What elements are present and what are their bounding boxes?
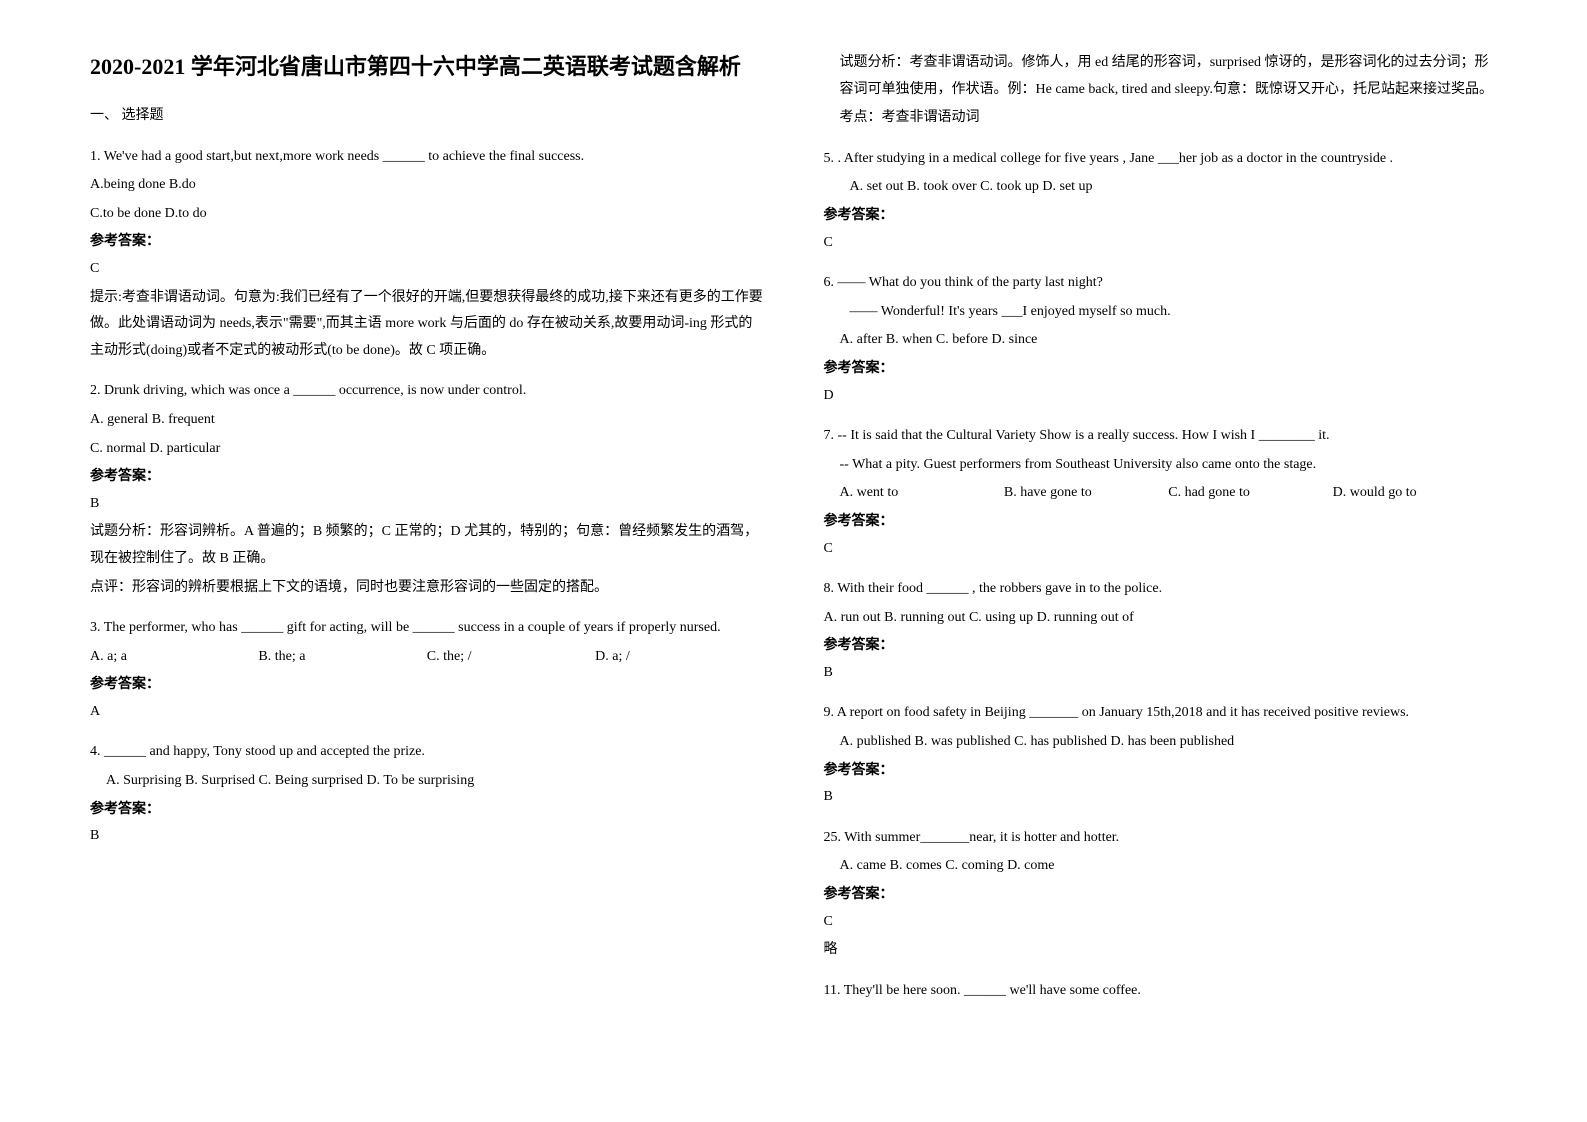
answer-label: 参考答案： <box>824 509 1498 536</box>
question-10: 25. With summer_______near, it is hotter… <box>824 825 1498 964</box>
option-b: B. the; a <box>258 644 426 671</box>
answer-key: B <box>824 660 1498 687</box>
question-11: 11. They'll be here soon. ______ we'll h… <box>824 978 1498 1005</box>
right-column: 试题分析：考查非谓语动词。修饰人，用 ed 结尾的形容词，surprised 惊… <box>794 50 1528 1072</box>
question-4: 4. ______ and happy, Tony stood up and a… <box>90 739 764 849</box>
question-1: 1. We've had a good start,but next,more … <box>90 144 764 365</box>
option-b: B. have gone to <box>1004 480 1168 507</box>
question-4-continued: 试题分析：考查非谓语动词。修饰人，用 ed 结尾的形容词，surprised 惊… <box>824 50 1498 132</box>
left-column: 2020-2021 学年河北省唐山市第四十六中学高二英语联考试题含解析 一、 选… <box>60 50 794 1072</box>
answer-label: 参考答案： <box>824 633 1498 660</box>
question-stem: 25. With summer_______near, it is hotter… <box>824 825 1498 852</box>
option-a: A. went to <box>840 480 1004 507</box>
answer-label: 参考答案： <box>824 758 1498 785</box>
explanation: 试题分析：形容词辨析。A 普遍的；B 频繁的；C 正常的；D 尤其的，特别的；句… <box>90 519 764 572</box>
option-c: C. had gone to <box>1168 480 1332 507</box>
option-c: C. the; / <box>427 644 595 671</box>
question-stem: 5. . After studying in a medical college… <box>824 146 1498 173</box>
question-options: A. came B. comes C. coming D. come <box>824 853 1498 880</box>
question-stem: 1. We've had a good start,but next,more … <box>90 144 764 171</box>
answer-label: 参考答案： <box>90 797 764 824</box>
question-8: 8. With their food ______ , the robbers … <box>824 576 1498 686</box>
question-stem: 11. They'll be here soon. ______ we'll h… <box>824 978 1498 1005</box>
answer-key: C <box>824 536 1498 563</box>
question-options: A. run out B. running out C. using up D.… <box>824 605 1498 632</box>
question-stem: 4. ______ and happy, Tony stood up and a… <box>90 739 764 766</box>
question-options: A. set out B. took over C. took up D. se… <box>824 174 1498 201</box>
question-5: 5. . After studying in a medical college… <box>824 146 1498 256</box>
question-stem: 3. The performer, who has ______ gift fo… <box>90 615 764 642</box>
question-options: A. a; a B. the; a C. the; / D. a; / <box>90 644 764 671</box>
answer-key: C <box>90 256 764 283</box>
answer-label: 参考答案： <box>90 229 764 256</box>
answer-label: 参考答案： <box>90 464 764 491</box>
answer-key: B <box>824 784 1498 811</box>
question-3: 3. The performer, who has ______ gift fo… <box>90 615 764 725</box>
question-options: A. general B. frequent <box>90 407 764 434</box>
question-stem: 6. —— What do you think of the party las… <box>824 270 1498 297</box>
question-options: A. Surprising B. Surprised C. Being surp… <box>90 768 764 795</box>
answer-key: B <box>90 491 764 518</box>
explanation: 考点：考查非谓语动词 <box>824 105 1498 132</box>
question-stem: -- What a pity. Guest performers from So… <box>824 452 1498 479</box>
question-stem: —— Wonderful! It's years ___I enjoyed my… <box>824 299 1498 326</box>
option-d: D. would go to <box>1333 480 1497 507</box>
answer-key: D <box>824 383 1498 410</box>
question-stem: 2. Drunk driving, which was once a _____… <box>90 378 764 405</box>
question-options: A.being done B.do <box>90 172 764 199</box>
explanation: 提示:考查非谓语动词。句意为:我们已经有了一个很好的开端,但要想获得最终的成功,… <box>90 285 764 365</box>
answer-label: 参考答案： <box>90 672 764 699</box>
document-title: 2020-2021 学年河北省唐山市第四十六中学高二英语联考试题含解析 <box>90 50 764 83</box>
question-options: A. went to B. have gone to C. had gone t… <box>824 480 1498 507</box>
question-2: 2. Drunk driving, which was once a _____… <box>90 378 764 601</box>
option-a: A. a; a <box>90 644 258 671</box>
question-7: 7. -- It is said that the Cultural Varie… <box>824 423 1498 562</box>
question-options: C. normal D. particular <box>90 436 764 463</box>
explanation: 略 <box>824 937 1498 964</box>
question-stem: 9. A report on food safety in Beijing __… <box>824 700 1498 727</box>
answer-key: C <box>824 909 1498 936</box>
answer-label: 参考答案： <box>824 203 1498 230</box>
question-9: 9. A report on food safety in Beijing __… <box>824 700 1498 810</box>
answer-key: B <box>90 823 764 850</box>
answer-key: C <box>824 230 1498 257</box>
question-options: A. published B. was published C. has pub… <box>824 729 1498 756</box>
question-options: C.to be done D.to do <box>90 201 764 228</box>
question-options: A. after B. when C. before D. since <box>824 327 1498 354</box>
question-6: 6. —— What do you think of the party las… <box>824 270 1498 409</box>
section-heading: 一、 选择题 <box>90 103 764 130</box>
question-stem: 7. -- It is said that the Cultural Varie… <box>824 423 1498 450</box>
answer-key: A <box>90 699 764 726</box>
answer-label: 参考答案： <box>824 882 1498 909</box>
explanation: 点评：形容词的辨析要根据上下文的语境，同时也要注意形容词的一些固定的搭配。 <box>90 575 764 602</box>
question-stem: 8. With their food ______ , the robbers … <box>824 576 1498 603</box>
answer-label: 参考答案： <box>824 356 1498 383</box>
explanation: 试题分析：考查非谓语动词。修饰人，用 ed 结尾的形容词，surprised 惊… <box>824 50 1498 103</box>
option-d: D. a; / <box>595 644 763 671</box>
